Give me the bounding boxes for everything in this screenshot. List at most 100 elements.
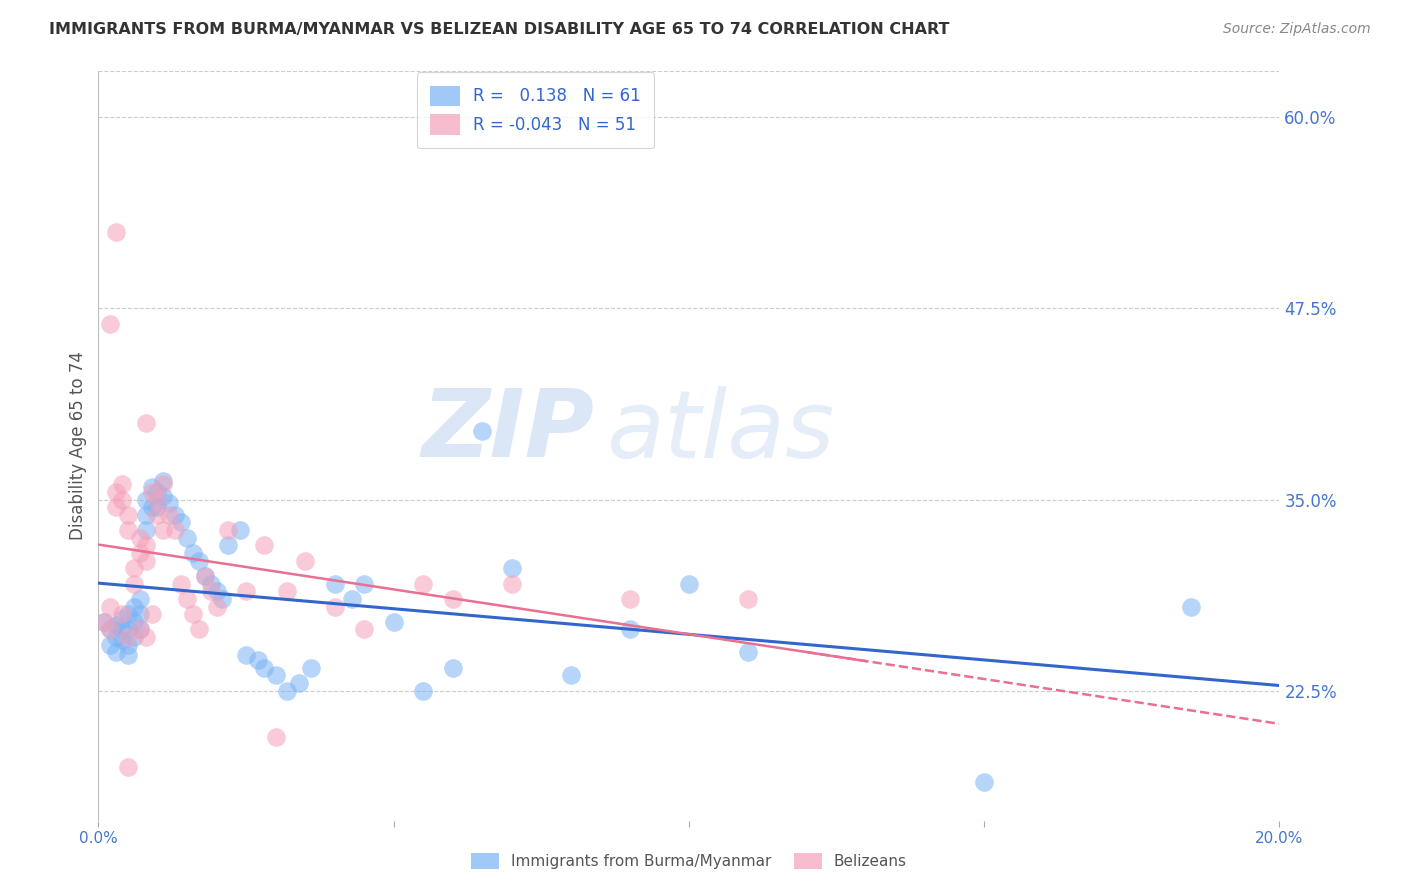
Point [382,615,405,629]
Point [128,546,150,560]
Point [93,615,115,629]
Point [98,638,121,652]
Point [135,416,157,430]
Point [441,591,464,606]
Point [1180,599,1202,614]
Point [141,480,163,494]
Point [235,648,257,663]
Point [165,523,187,537]
Point [135,492,157,507]
Point [205,599,228,614]
Point [122,599,145,614]
Point [117,607,139,622]
Point [93,615,115,629]
Point [146,500,169,515]
Point [246,653,269,667]
Point [264,668,287,682]
Text: Source: ZipAtlas.com: Source: ZipAtlas.com [1223,22,1371,37]
Point [217,538,239,552]
Point [678,576,700,591]
Point [135,523,157,537]
Point [176,591,198,606]
Legend: R =   0.138   N = 61, R = -0.043   N = 51: R = 0.138 N = 61, R = -0.043 N = 51 [416,72,654,148]
Point [299,661,322,675]
Point [98,623,121,637]
Point [412,576,434,591]
Point [170,576,193,591]
Point [412,683,434,698]
Point [105,645,128,659]
Point [98,599,121,614]
Point [737,591,759,606]
Point [152,523,174,537]
Point [353,623,375,637]
Point [152,474,174,488]
Point [200,576,222,591]
Point [152,490,174,504]
Point [157,508,180,522]
Point [111,607,134,622]
Point [187,554,209,568]
Point [229,523,252,537]
Point [105,618,128,632]
Point [128,623,150,637]
Point [560,668,582,682]
Point [441,661,464,675]
Point [105,225,128,239]
Point [264,730,287,744]
Point [98,623,121,637]
Point [146,484,169,499]
Point [146,492,169,507]
Point [135,630,157,644]
Point [105,484,128,499]
Point [122,576,145,591]
Point [501,561,523,575]
Point [194,569,217,583]
Point [157,495,180,509]
Point [135,554,157,568]
Point [141,484,163,499]
Point [471,424,494,438]
Point [135,538,157,552]
Point [205,584,228,599]
Point [117,638,139,652]
Point [187,623,209,637]
Point [619,591,641,606]
Point [117,523,139,537]
Point [141,607,163,622]
Text: ZIP: ZIP [422,385,595,477]
Point [117,630,139,644]
Point [353,576,375,591]
Point [98,317,121,331]
Legend: Immigrants from Burma/Myanmar, Belizeans: Immigrants from Burma/Myanmar, Belizeans [465,847,912,875]
Point [181,607,204,622]
Point [235,584,257,599]
Point [217,523,239,537]
Point [288,676,311,690]
Point [128,623,150,637]
Point [501,576,523,591]
Point [128,607,150,622]
Point [276,683,298,698]
Text: atlas: atlas [606,385,835,476]
Text: IMMIGRANTS FROM BURMA/MYANMAR VS BELIZEAN DISABILITY AGE 65 TO 74 CORRELATION CH: IMMIGRANTS FROM BURMA/MYANMAR VS BELIZEA… [49,22,949,37]
Point [117,508,139,522]
Point [117,760,139,774]
Point [165,508,187,522]
Point [253,661,276,675]
Point [170,516,193,530]
Y-axis label: Disability Age 65 to 74: Disability Age 65 to 74 [69,351,87,541]
Point [111,612,134,626]
Point [276,584,298,599]
Point [194,569,217,583]
Point [146,508,169,522]
Point [973,775,995,789]
Point [117,648,139,663]
Point [737,645,759,659]
Point [135,508,157,522]
Point [176,531,198,545]
Point [128,591,150,606]
Point [117,623,139,637]
Point [323,576,346,591]
Point [105,500,128,515]
